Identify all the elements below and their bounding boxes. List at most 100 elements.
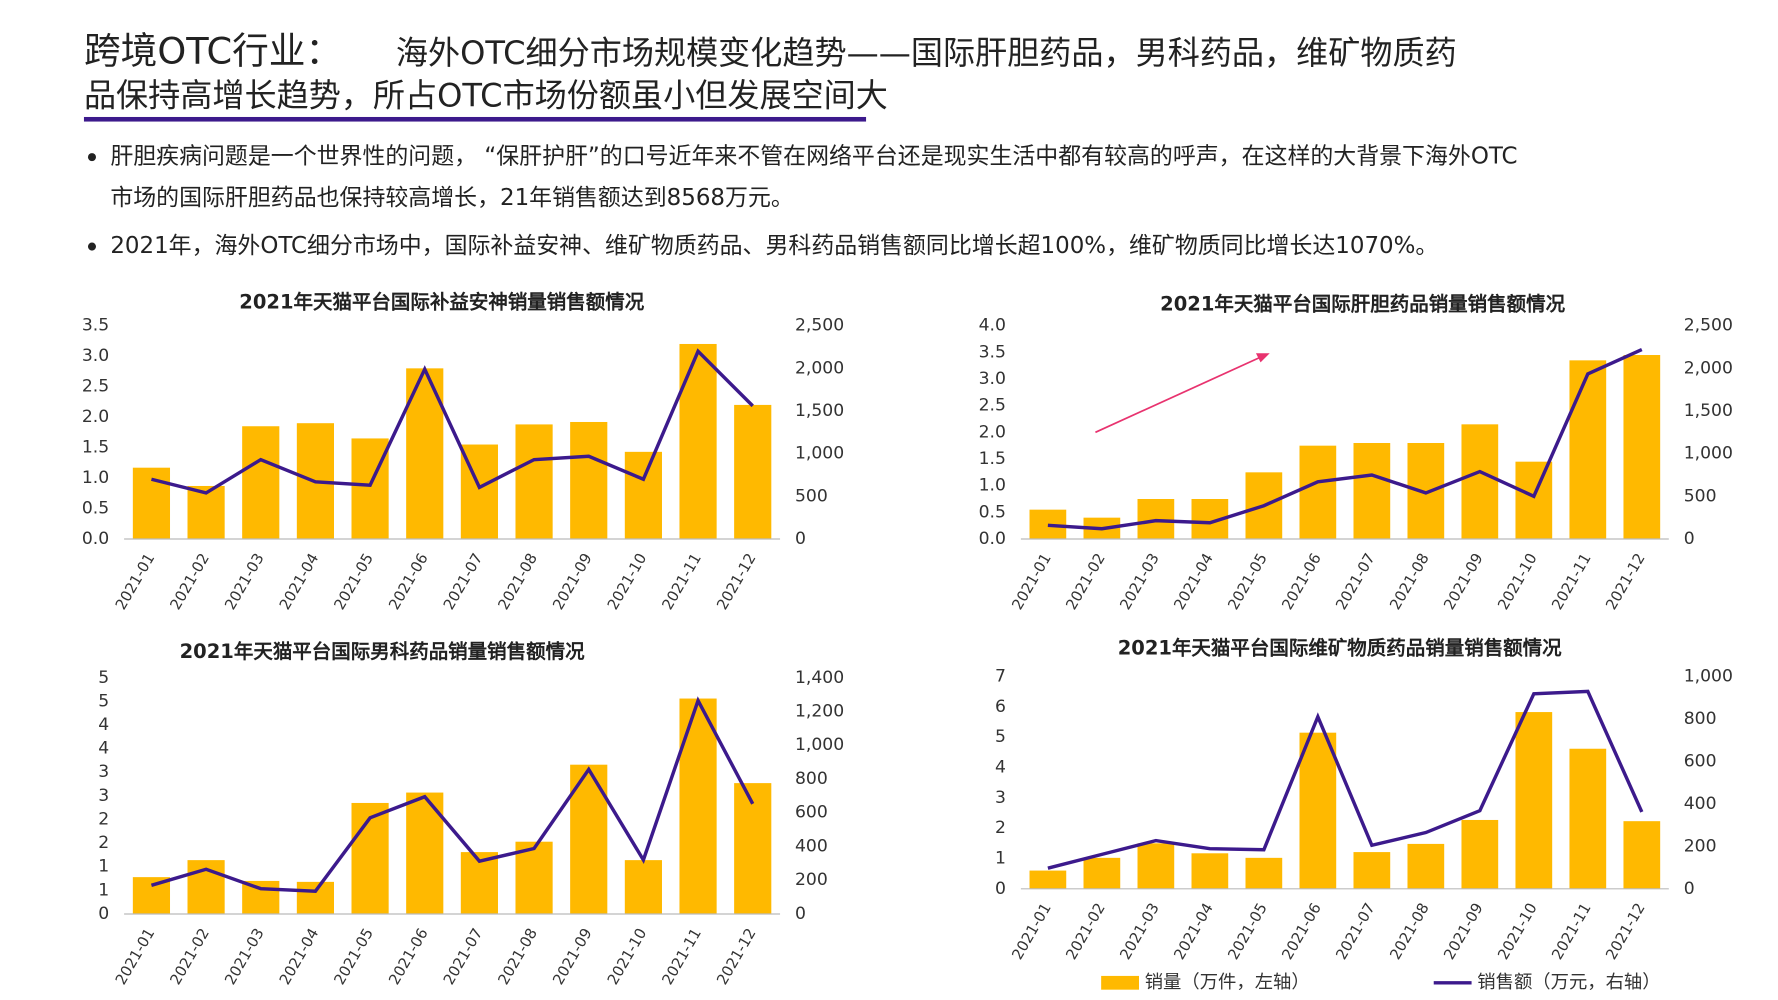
x-tick-label: 2021-05 [330, 925, 377, 988]
y-tick-label: 1 [995, 848, 1006, 868]
y2-tick-label: 500 [795, 486, 828, 506]
bar [1029, 509, 1067, 539]
x-tick-label: 2021-03 [1116, 550, 1163, 613]
y-tick-label: 5 [98, 668, 109, 688]
x-tick-label: 2021-12 [713, 925, 760, 988]
x-tick-label: 2021-11 [1548, 900, 1595, 963]
bar [734, 404, 772, 539]
y2-tick-label: 1,500 [1684, 401, 1733, 421]
title-underline [83, 116, 867, 122]
y2-tick-label: 2,000 [1684, 358, 1733, 378]
x-tick-label: 2021-04 [276, 925, 323, 988]
x-tick-label: 2021-06 [385, 550, 432, 613]
y2-tick-label: 0 [1684, 529, 1695, 549]
bar [1569, 748, 1607, 889]
bar [624, 860, 662, 914]
y2-tick-label: 500 [1684, 486, 1717, 506]
slide-title: 跨境OTC行业： [84, 29, 342, 72]
x-tick-label: 2021-05 [330, 550, 377, 613]
line [151, 348, 754, 495]
y2-tick-label: 2,000 [795, 358, 844, 378]
x-tick-label: 2021-12 [1602, 550, 1649, 613]
chart-title: 2021年天猫平台国际维矿物质药品销量销售额情况 [1118, 637, 1562, 660]
y-tick-label: 0.5 [82, 499, 109, 519]
x-tick-label: 2021-08 [1386, 900, 1433, 963]
bar [1515, 461, 1553, 539]
y2-tick-label: 1,000 [1684, 444, 1733, 464]
bar [679, 343, 717, 539]
x-tick-label: 2021-06 [1278, 900, 1325, 963]
legend-swatch [1101, 975, 1139, 990]
x-tick-label: 2021-01 [112, 550, 159, 613]
y2-tick-label: 600 [795, 803, 828, 823]
y-tick-label: 1.0 [979, 476, 1006, 496]
bar [734, 783, 772, 914]
chart-title: 2021年天猫平台国际补益安神销量销售额情况 [239, 290, 644, 313]
y-tick-label: 1.0 [82, 468, 109, 488]
y-tick-label: 0.5 [979, 502, 1006, 522]
x-tick-label: 2021-05 [1224, 550, 1271, 613]
x-tick-label: 2021-05 [1224, 900, 1271, 963]
bar [570, 421, 608, 539]
y2-tick-label: 1,000 [1684, 667, 1733, 687]
x-tick-label: 2021-09 [549, 925, 596, 988]
x-tick-label: 2021-01 [112, 925, 159, 988]
bar [1353, 852, 1391, 889]
y-tick-label: 1 [98, 880, 109, 900]
y-tick-label: 1 [98, 857, 109, 877]
x-tick-label: 2021-03 [1116, 900, 1163, 963]
line [1047, 348, 1643, 531]
y2-tick-label: 0 [795, 904, 806, 924]
x-tick-label: 2021-11 [658, 925, 705, 988]
bar [1029, 870, 1067, 889]
trend-arrow [1095, 355, 1263, 434]
x-tick-label: 2021-07 [1332, 900, 1379, 963]
bar [351, 438, 389, 539]
x-tick-label: 2021-07 [1332, 550, 1379, 613]
bar [351, 802, 389, 914]
y-tick-label: 2.5 [979, 396, 1006, 416]
x-tick-label: 2021-10 [604, 550, 651, 613]
chart-title: 2021年天猫平台国际肝胆药品销量销售额情况 [1160, 293, 1565, 316]
bar [1515, 712, 1553, 889]
y-tick-label: 3 [98, 786, 109, 806]
bar [1245, 857, 1283, 889]
y2-tick-label: 400 [795, 836, 828, 856]
y-tick-label: 0.0 [979, 529, 1006, 549]
x-tick-label: 2021-01 [1008, 900, 1055, 963]
y-tick-label: 1.5 [82, 438, 109, 458]
bar [296, 881, 334, 914]
y-tick-label: 3.5 [979, 342, 1006, 362]
bar [515, 841, 553, 914]
x-tick-label: 2021-12 [1602, 900, 1649, 963]
y2-tick-label: 0 [1684, 879, 1695, 899]
legend-label: 销售额（万元，右轴） [1477, 972, 1660, 993]
x-tick-label: 2021-03 [221, 925, 268, 988]
x-tick-label: 2021-09 [1440, 900, 1487, 963]
legend-label: 销量（万件，左轴） [1145, 972, 1310, 993]
slide-subtitle: 海外OTC细分市场规模变化趋势——国际肝胆药品，男科药品，维矿物质药 [396, 34, 1457, 72]
y-tick-label: 2 [995, 818, 1006, 838]
x-tick-label: 2021-11 [1548, 550, 1595, 613]
bar [1191, 853, 1229, 889]
x-tick-label: 2021-06 [1278, 550, 1325, 613]
bar [1299, 445, 1337, 539]
bullet-text: 2021年，海外OTC细分市场中，国际补益安神、维矿物质药品、男科药品销售额同比… [110, 233, 1438, 259]
trend-arrow-head [1255, 353, 1270, 363]
bar [1461, 424, 1499, 539]
bar [1623, 355, 1661, 539]
y2-tick-label: 2,500 [1684, 316, 1733, 336]
x-tick-label: 2021-10 [1494, 900, 1541, 963]
x-tick-label: 2021-11 [658, 550, 705, 613]
y-tick-label: 5 [98, 691, 109, 711]
bar [1461, 819, 1499, 889]
bar [624, 451, 662, 539]
bar [1407, 843, 1445, 889]
y-tick-label: 4 [98, 715, 109, 735]
bar [1407, 443, 1445, 539]
y-tick-label: 4 [995, 758, 1006, 778]
bar [1083, 857, 1121, 889]
y2-tick-label: 0 [795, 529, 806, 549]
y-tick-label: 2.0 [82, 407, 109, 427]
